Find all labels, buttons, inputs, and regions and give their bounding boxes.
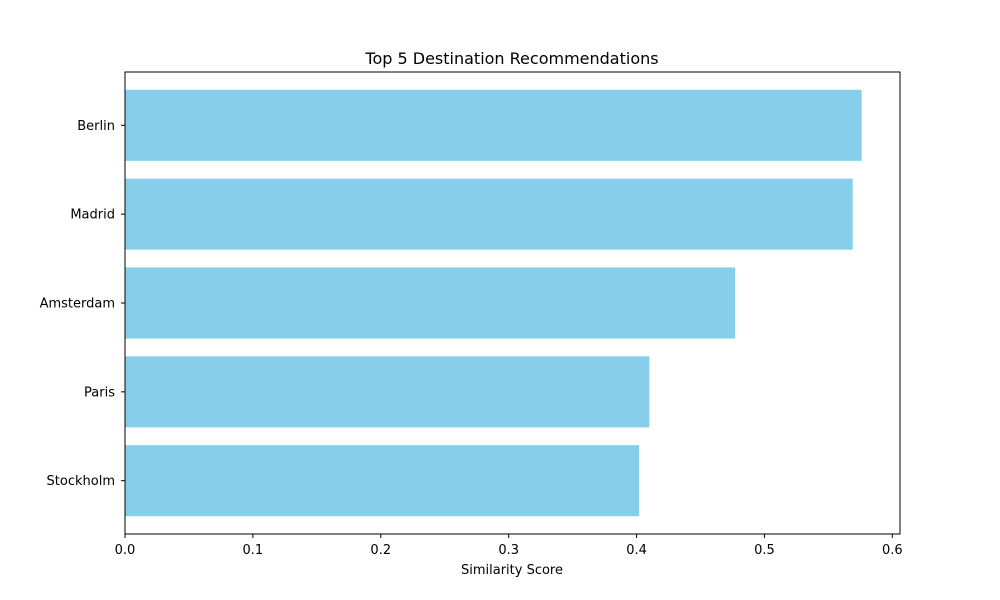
x-tick-label: 0.0	[115, 543, 136, 558]
x-tick-label: 0.2	[370, 543, 391, 558]
x-axis-label: Similarity Score	[461, 563, 563, 578]
y-tick-label: Stockholm	[47, 474, 115, 489]
x-tick-label: 0.4	[626, 543, 647, 558]
bar-berlin	[125, 89, 862, 161]
plot-frame	[124, 71, 901, 535]
bar-stockholm	[125, 445, 640, 517]
x-axis-ticks: 0.0 0.1 0.2 0.3 0.4 0.5 0.6	[115, 534, 903, 558]
chart-title: Top 5 Destination Recommendations	[364, 49, 658, 68]
y-tick-label: Paris	[84, 385, 115, 400]
y-tick-label: Amsterdam	[40, 297, 115, 312]
bar-amsterdam	[125, 267, 736, 339]
bar-madrid	[125, 178, 853, 250]
x-tick-label: 0.6	[882, 543, 903, 558]
bars-group	[125, 89, 862, 517]
x-tick-label: 0.5	[754, 543, 775, 558]
x-tick-label: 0.1	[243, 543, 264, 558]
y-axis-ticks: Berlin Madrid Amsterdam Paris Stockholm	[40, 119, 125, 489]
x-tick-label: 0.3	[498, 543, 519, 558]
y-tick-label: Madrid	[70, 208, 115, 223]
y-tick-label: Berlin	[77, 119, 115, 134]
bar-paris	[125, 356, 650, 428]
